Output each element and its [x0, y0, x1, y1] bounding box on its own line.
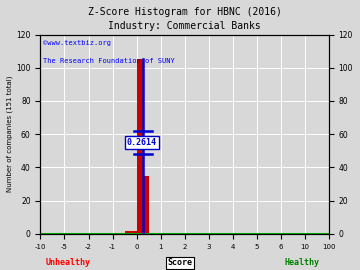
- Bar: [143, 176, 149, 234]
- Title: Z-Score Histogram for HBNC (2016)
Industry: Commercial Banks: Z-Score Histogram for HBNC (2016) Indust…: [88, 7, 282, 31]
- Text: Unhealthy: Unhealthy: [46, 258, 91, 267]
- Bar: [125, 231, 136, 234]
- Bar: [136, 59, 143, 234]
- Text: Score: Score: [167, 258, 193, 267]
- Text: 0.2614: 0.2614: [127, 138, 157, 147]
- Text: Healthy: Healthy: [285, 258, 320, 267]
- Text: ©www.textbiz.org: ©www.textbiz.org: [43, 40, 111, 46]
- Y-axis label: Number of companies (151 total): Number of companies (151 total): [7, 76, 13, 193]
- Text: The Research Foundation of SUNY: The Research Foundation of SUNY: [43, 58, 175, 65]
